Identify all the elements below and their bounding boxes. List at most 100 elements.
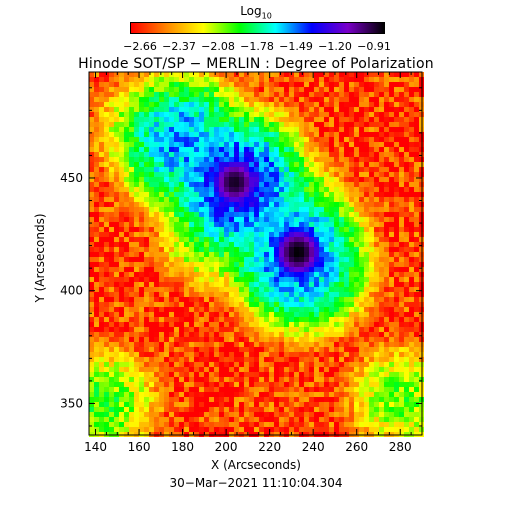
heatmap-cell [414, 282, 419, 287]
heatmap-cell [389, 82, 394, 87]
heatmap-cell [304, 227, 309, 232]
heatmap-cell [409, 132, 414, 137]
heatmap-cell [189, 397, 194, 402]
heatmap-cell [134, 172, 139, 177]
heatmap-cell [184, 132, 189, 137]
heatmap-cell [414, 177, 419, 182]
heatmap-cell [294, 92, 299, 97]
heatmap-cell [184, 102, 189, 107]
heatmap-cell [124, 237, 129, 242]
heatmap-cell [274, 187, 279, 192]
heatmap-cell [379, 367, 384, 372]
heatmap-cell [209, 397, 214, 402]
heatmap-cell [299, 92, 304, 97]
heatmap-cell [244, 377, 249, 382]
heatmap-cell [274, 112, 279, 117]
heatmap-cell [279, 322, 284, 327]
heatmap-cell [319, 197, 324, 202]
heatmap-cell [189, 417, 194, 422]
heatmap-cell [164, 197, 169, 202]
heatmap-cell [284, 157, 289, 162]
heatmap-cell [384, 357, 389, 362]
heatmap-cell [359, 357, 364, 362]
heatmap-cell [334, 157, 339, 162]
heatmap-cell [229, 342, 234, 347]
heatmap-cell [209, 377, 214, 382]
heatmap-cell [194, 392, 199, 397]
heatmap-cell [319, 82, 324, 87]
heatmap-cell [414, 387, 419, 392]
heatmap-cell [94, 122, 99, 127]
heatmap-cell [199, 217, 204, 222]
heatmap-cell [284, 252, 289, 257]
heatmap-cell [89, 327, 94, 332]
heatmap-cell [189, 257, 194, 262]
heatmap-cell [394, 112, 399, 117]
heatmap-cell [104, 352, 109, 357]
heatmap-cell [334, 87, 339, 92]
heatmap-cell [284, 312, 289, 317]
heatmap-cell [359, 282, 364, 287]
heatmap-cell [369, 332, 374, 337]
heatmap-cell [169, 227, 174, 232]
heatmap-cell [114, 227, 119, 232]
heatmap-cell [294, 287, 299, 292]
heatmap-cell [309, 167, 314, 172]
heatmap-cell [334, 407, 339, 412]
heatmap-cell [379, 387, 384, 392]
heatmap-cell [344, 197, 349, 202]
heatmap-cell [354, 277, 359, 282]
heatmap-cell [174, 97, 179, 102]
heatmap-cell [89, 272, 94, 277]
heatmap-cell [369, 422, 374, 427]
heatmap-cell [219, 222, 224, 227]
heatmap-cell [239, 172, 244, 177]
heatmap-cell [274, 217, 279, 222]
heatmap-cell [124, 142, 129, 147]
heatmap-cell [354, 237, 359, 242]
heatmap-cell [339, 212, 344, 217]
heatmap-cell [324, 322, 329, 327]
heatmap-cell [314, 222, 319, 227]
heatmap-cell [194, 132, 199, 137]
heatmap-cell [294, 282, 299, 287]
heatmap-cell [229, 107, 234, 112]
heatmap-cell [194, 182, 199, 187]
heatmap-cell [359, 192, 364, 197]
heatmap-cell [314, 72, 319, 77]
heatmap-cell [334, 347, 339, 352]
heatmap-cell [174, 317, 179, 322]
heatmap-cell [159, 382, 164, 387]
heatmap-cell [284, 177, 289, 182]
heatmap-cell [259, 252, 264, 257]
heatmap-cell [399, 297, 404, 302]
heatmap-cell [409, 402, 414, 407]
heatmap-cell [99, 352, 104, 357]
heatmap-cell [184, 387, 189, 392]
heatmap-cell [374, 87, 379, 92]
heatmap-cell [354, 117, 359, 122]
heatmap-cell [299, 97, 304, 102]
heatmap-cell [274, 192, 279, 197]
heatmap-cell [89, 222, 94, 227]
heatmap-cell [159, 362, 164, 367]
heatmap-cell [409, 177, 414, 182]
heatmap-cell [104, 232, 109, 237]
heatmap-cell [349, 77, 354, 82]
heatmap-cell [354, 252, 359, 257]
heatmap-cell [269, 222, 274, 227]
heatmap-cell [309, 112, 314, 117]
heatmap-cell [339, 77, 344, 82]
heatmap-cell [159, 387, 164, 392]
heatmap-cell [404, 107, 409, 112]
heatmap-cell [209, 342, 214, 347]
heatmap-cell [274, 412, 279, 417]
heatmap-cell [89, 192, 94, 197]
heatmap-cell [149, 242, 154, 247]
heatmap-cell [294, 122, 299, 127]
heatmap-cell [134, 267, 139, 272]
heatmap-cell [224, 172, 229, 177]
heatmap-cell [414, 422, 419, 427]
heatmap-cell [279, 392, 284, 397]
heatmap-cell [159, 97, 164, 102]
